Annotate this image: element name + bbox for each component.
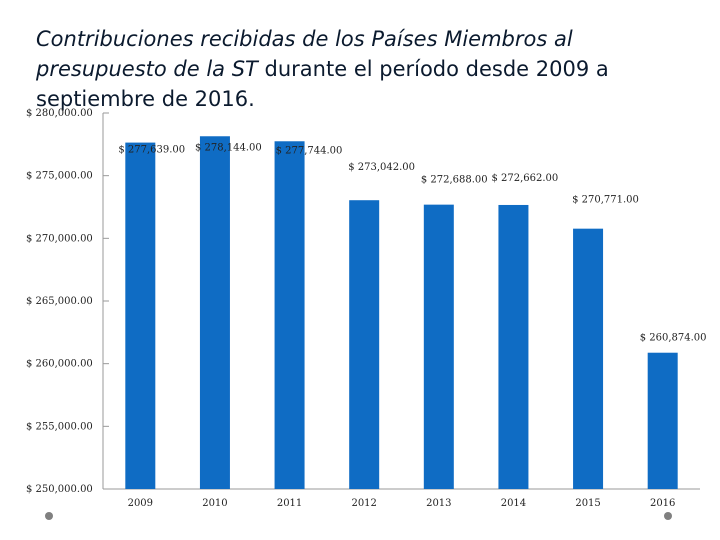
data-label-2009: $ 277,639.00	[118, 145, 185, 156]
data-labels: $ 277,639.00 $ 278,144.00 $ 277,744.00 $ 27…	[118, 142, 706, 343]
bar-2014	[498, 204, 529, 489]
chart-title: Contribuciones recibidas de los Países M…	[36, 24, 706, 114]
bar-2011	[274, 141, 305, 489]
x-tick-label-2014: 2014	[501, 498, 526, 509]
x-tick-label-2015: 2015	[575, 498, 600, 509]
data-label-2012: $ 273,042.00	[348, 162, 415, 173]
x-tick-label-2012: 2012	[351, 498, 376, 509]
data-label-2016: $ 260,874.00	[640, 333, 707, 344]
bar-2016	[647, 352, 678, 489]
x-tick-label-2016: 2016	[650, 498, 675, 509]
y-tick-label: $ 255,000.00	[26, 421, 93, 432]
x-tick-label-2013: 2013	[426, 498, 451, 509]
data-label-2010: $ 278,144.00	[195, 142, 262, 153]
y-tick-label: $ 250,000.00	[26, 484, 93, 495]
y-tick-label: $ 260,000.00	[26, 359, 93, 370]
x-axis-labels: 2009 2010 2011 2012 2013 2014 2015 2016	[128, 498, 676, 509]
bar-2012	[349, 200, 380, 489]
y-tick-label: $ 275,000.00	[26, 171, 93, 182]
y-tick-label: $ 265,000.00	[26, 296, 93, 307]
y-tick-label: $ 280,000.00	[26, 108, 93, 119]
data-label-2013: $ 272,688.00	[421, 175, 488, 186]
x-tick-label-2009: 2009	[128, 498, 153, 509]
slide-bullet-right	[664, 512, 672, 520]
data-label-2011: $ 277,744.00	[276, 145, 343, 156]
data-label-2014: $ 272,662.00	[491, 173, 558, 184]
data-label-2015: $ 270,771.00	[572, 195, 639, 206]
x-tick-label-2010: 2010	[202, 498, 227, 509]
y-tick-label: $ 270,000.00	[26, 233, 93, 244]
x-tick-label-2011: 2011	[277, 498, 302, 509]
bar-2009	[125, 142, 156, 490]
chart-title-part1: Contribuciones recibidas de los Países M…	[36, 27, 573, 81]
bars	[125, 136, 678, 490]
bar-2015	[573, 228, 604, 489]
bar-2010	[199, 136, 230, 489]
slide-bullet-left	[45, 512, 53, 520]
chart-title-part2: durante el período desde 2009 a septiemb…	[36, 57, 609, 111]
bar-2013	[423, 204, 454, 489]
